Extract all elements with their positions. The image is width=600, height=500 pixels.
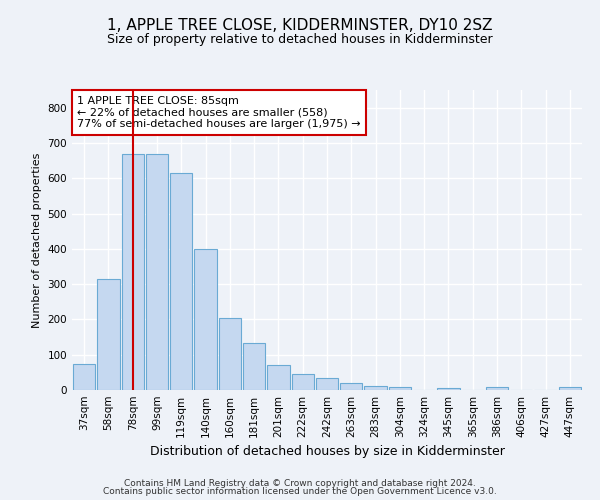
- Bar: [146, 154, 168, 390]
- Y-axis label: Number of detached properties: Number of detached properties: [32, 152, 42, 328]
- Bar: [316, 378, 338, 390]
- Bar: [437, 388, 460, 390]
- Text: 1, APPLE TREE CLOSE, KIDDERMINSTER, DY10 2SZ: 1, APPLE TREE CLOSE, KIDDERMINSTER, DY10…: [107, 18, 493, 32]
- Bar: [267, 366, 290, 390]
- Bar: [389, 387, 411, 390]
- Bar: [170, 173, 193, 390]
- Bar: [364, 386, 387, 390]
- Bar: [559, 387, 581, 390]
- Bar: [340, 383, 362, 390]
- Bar: [292, 374, 314, 390]
- Bar: [243, 344, 265, 390]
- X-axis label: Distribution of detached houses by size in Kidderminster: Distribution of detached houses by size …: [149, 446, 505, 458]
- Text: Size of property relative to detached houses in Kidderminster: Size of property relative to detached ho…: [107, 32, 493, 46]
- Bar: [486, 387, 508, 390]
- Bar: [218, 318, 241, 390]
- Text: Contains public sector information licensed under the Open Government Licence v3: Contains public sector information licen…: [103, 487, 497, 496]
- Text: 1 APPLE TREE CLOSE: 85sqm
← 22% of detached houses are smaller (558)
77% of semi: 1 APPLE TREE CLOSE: 85sqm ← 22% of detac…: [77, 96, 361, 129]
- Bar: [97, 279, 119, 390]
- Bar: [122, 154, 144, 390]
- Bar: [73, 364, 95, 390]
- Text: Contains HM Land Registry data © Crown copyright and database right 2024.: Contains HM Land Registry data © Crown c…: [124, 478, 476, 488]
- Bar: [194, 249, 217, 390]
